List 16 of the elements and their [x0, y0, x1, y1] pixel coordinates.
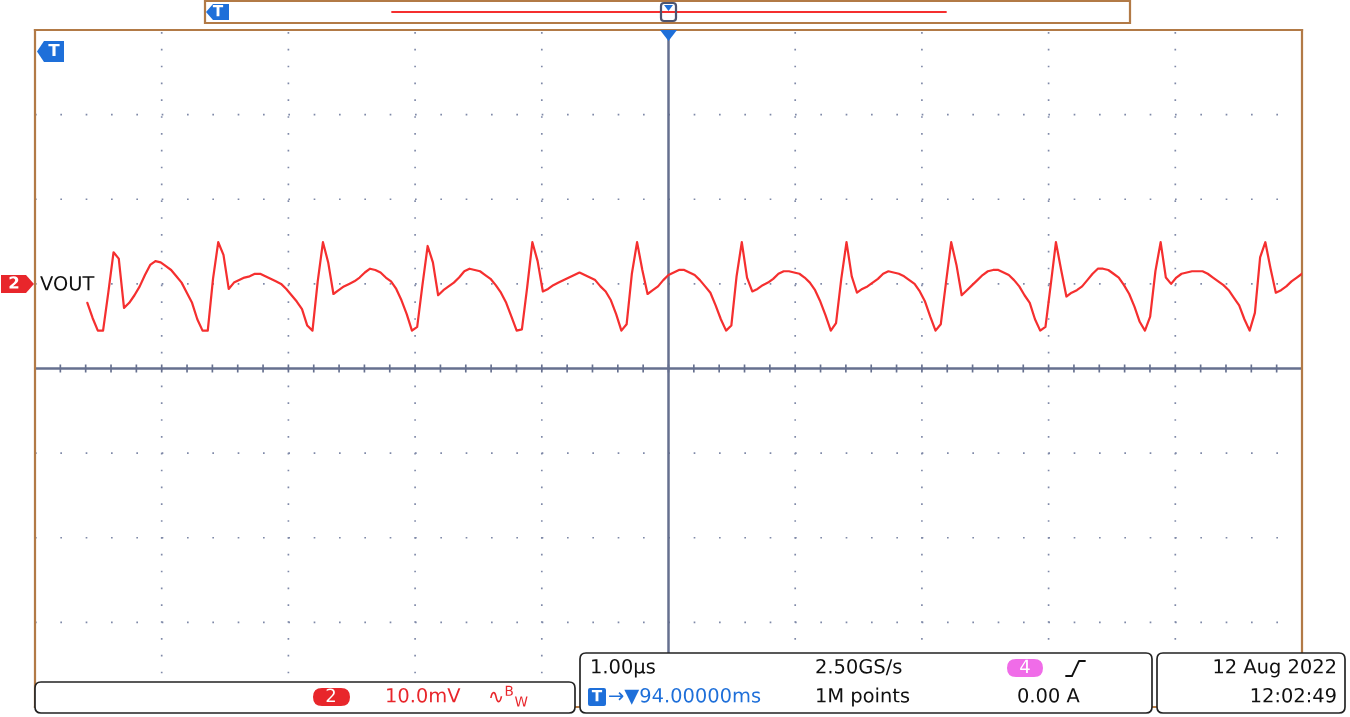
text: 2	[9, 276, 19, 289]
text: 0.00 A	[1018, 687, 1080, 703]
text: T	[48, 43, 60, 57]
text: T	[212, 5, 224, 17]
text: →▼94.00000ms	[609, 687, 761, 705]
legend-label: VOUT	[40, 275, 95, 291]
text: ∿$^{B}$$_{W}$	[490, 685, 528, 707]
text: 4	[1020, 659, 1030, 673]
text: 10.0mV	[387, 687, 461, 703]
text: 12 Aug 2022	[1214, 658, 1336, 678]
text: T	[591, 690, 603, 702]
text: 1.00µs	[592, 658, 655, 678]
text: 2.50GS/s	[816, 658, 902, 676]
text: 12:02:49	[1251, 687, 1336, 703]
text: 2	[326, 688, 335, 702]
text: 1M points	[817, 687, 910, 707]
